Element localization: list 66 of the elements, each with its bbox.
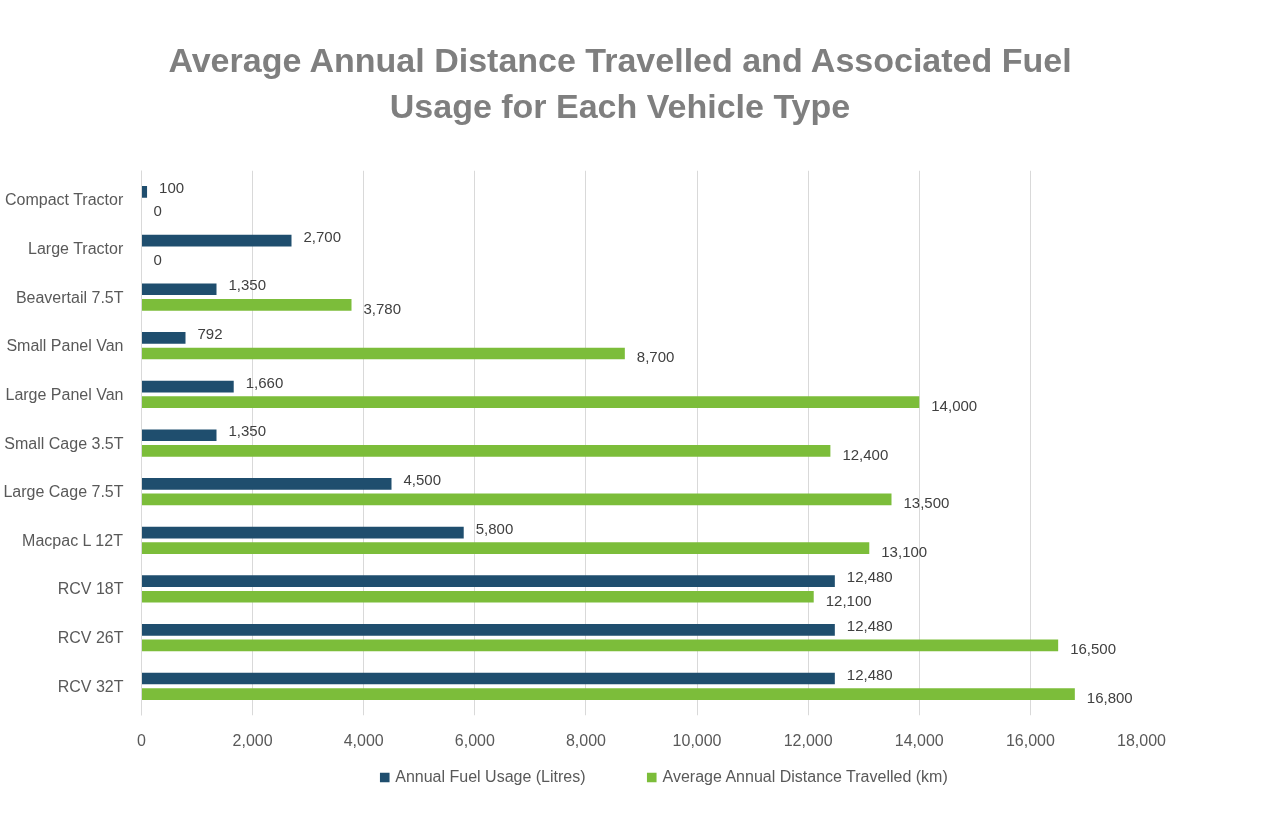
- bar: [141, 575, 835, 587]
- bar: [141, 347, 625, 360]
- data-label: 12,480: [846, 616, 893, 634]
- bar: [141, 283, 217, 295]
- data-label: 1,350: [228, 276, 267, 294]
- bar: [141, 493, 892, 506]
- bar: [141, 688, 1075, 700]
- data-label: 13,500: [903, 494, 950, 512]
- legend-label: Annual Fuel Usage (Litres): [395, 767, 586, 786]
- data-label: 1,660: [245, 373, 284, 391]
- data-label: 4,500: [403, 470, 442, 488]
- bar: [141, 185, 148, 198]
- bar: [141, 526, 464, 539]
- data-label: 8,700: [636, 348, 675, 366]
- y-tick-label: Small Panel Van: [6, 336, 124, 354]
- y-tick-label: Large Tractor: [28, 239, 124, 257]
- bar: [141, 331, 186, 344]
- x-tick-label: 16,000: [1005, 731, 1055, 749]
- x-tick-label: 4,000: [343, 731, 384, 749]
- bar: [141, 429, 217, 441]
- data-label: 12,480: [846, 567, 893, 585]
- bar: [141, 590, 814, 603]
- bar: [141, 542, 870, 554]
- legend-label: Average Annual Distance Travelled (km): [662, 767, 948, 786]
- y-tick-label: Large Panel Van: [5, 385, 124, 403]
- data-label: 14,000: [931, 396, 978, 414]
- data-label: 12,480: [846, 665, 893, 683]
- bar: [141, 444, 831, 457]
- y-tick-label: Macpac L 12T: [22, 531, 124, 549]
- data-label: 5,800: [475, 519, 514, 537]
- x-tick-label: 0: [137, 731, 147, 749]
- x-tick-label: 14,000: [894, 731, 944, 749]
- y-tick-label: RCV 18T: [57, 580, 124, 598]
- data-label: 3,780: [363, 299, 402, 317]
- x-tick-label: 6,000: [454, 731, 495, 749]
- y-tick-label: Large Cage 7.5T: [3, 482, 124, 500]
- y-tick-label: RCV 26T: [57, 628, 124, 646]
- bar: [141, 639, 1059, 652]
- bar: [141, 623, 835, 636]
- data-label: 12,100: [825, 591, 872, 609]
- data-label: 13,100: [881, 542, 928, 560]
- bar: [141, 298, 352, 311]
- y-tick-label: Small Cage 3.5T: [4, 434, 124, 452]
- bar: [141, 380, 234, 393]
- y-tick-label: Beavertail 7.5T: [15, 288, 124, 306]
- data-label: 0: [153, 250, 162, 268]
- bar: [141, 234, 292, 247]
- data-label: 0: [153, 202, 162, 220]
- data-label: 792: [197, 324, 223, 342]
- data-label: 2,700: [303, 227, 342, 245]
- x-tick-label: 12,000: [783, 731, 833, 749]
- x-tick-label: 2,000: [232, 731, 273, 749]
- bar: [141, 477, 392, 490]
- data-label: 100: [159, 178, 185, 196]
- y-tick-label: RCV 32T: [57, 677, 124, 695]
- data-label: 1,350: [228, 422, 267, 439]
- x-tick-label: 18,000: [1117, 731, 1167, 749]
- data-label: 16,800: [1086, 688, 1133, 706]
- y-tick-label: Compact Tractor: [4, 190, 124, 208]
- bar: [141, 396, 920, 408]
- data-label: 12,400: [842, 445, 889, 463]
- x-tick-label: 8,000: [565, 731, 607, 749]
- x-tick-label: 10,000: [672, 731, 722, 749]
- data-label: 16,500: [1070, 640, 1117, 658]
- chart-title: Average Annual Distance Travelled and Associated Fuel Usage for Each Vehicle Type: [168, 40, 1072, 127]
- bar: [141, 672, 835, 685]
